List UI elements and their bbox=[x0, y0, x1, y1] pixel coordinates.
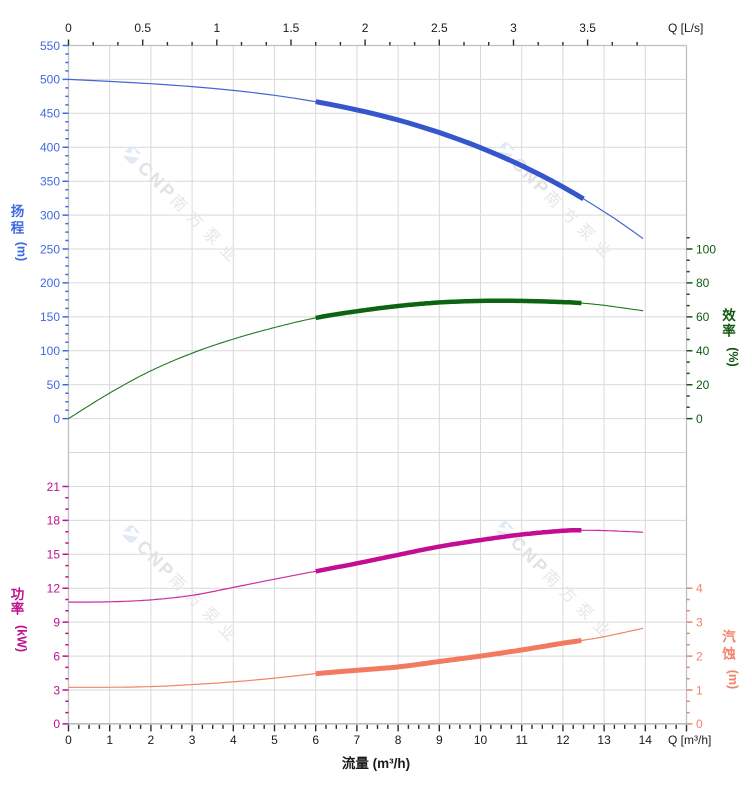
svg-text:11: 11 bbox=[515, 733, 528, 747]
svg-text:350: 350 bbox=[40, 175, 60, 189]
svg-text:2.5: 2.5 bbox=[431, 21, 448, 35]
svg-text:9: 9 bbox=[53, 615, 60, 629]
svg-text:4: 4 bbox=[230, 733, 237, 747]
svg-text:500: 500 bbox=[40, 73, 60, 87]
svg-text:1: 1 bbox=[106, 733, 113, 747]
svg-text:蚀: 蚀 bbox=[721, 646, 736, 662]
svg-text:6: 6 bbox=[312, 733, 319, 747]
svg-text:南方泵业: 南方泵业 bbox=[539, 566, 618, 645]
svg-text:21: 21 bbox=[47, 480, 61, 494]
svg-text:2: 2 bbox=[362, 21, 369, 35]
svg-text:0: 0 bbox=[696, 717, 703, 731]
svg-text:(m): (m) bbox=[15, 242, 29, 261]
svg-text:150: 150 bbox=[40, 310, 60, 324]
svg-text:13: 13 bbox=[597, 733, 611, 747]
svg-text:300: 300 bbox=[40, 208, 60, 222]
svg-text:5: 5 bbox=[271, 733, 278, 747]
svg-text:程: 程 bbox=[11, 221, 25, 236]
svg-text:2: 2 bbox=[696, 649, 703, 663]
svg-text:9: 9 bbox=[436, 733, 443, 747]
svg-text:效: 效 bbox=[722, 307, 736, 323]
svg-text:3: 3 bbox=[696, 615, 703, 629]
svg-text:550: 550 bbox=[40, 39, 60, 53]
svg-text:(kW): (kW) bbox=[15, 625, 29, 652]
svg-text:Q [L/s]: Q [L/s] bbox=[668, 21, 703, 35]
svg-text:14: 14 bbox=[639, 733, 653, 747]
svg-text:0: 0 bbox=[53, 717, 60, 731]
svg-text:8: 8 bbox=[395, 733, 402, 747]
svg-text:3: 3 bbox=[53, 683, 60, 697]
svg-text:12: 12 bbox=[556, 733, 570, 747]
svg-text:(%): (%) bbox=[726, 347, 740, 366]
svg-text:率: 率 bbox=[11, 601, 25, 617]
svg-text:12: 12 bbox=[47, 582, 61, 596]
svg-text:450: 450 bbox=[40, 107, 60, 121]
svg-text:4: 4 bbox=[696, 582, 703, 596]
svg-text:1: 1 bbox=[213, 21, 220, 35]
svg-text:1.5: 1.5 bbox=[283, 21, 300, 35]
svg-text:50: 50 bbox=[47, 378, 61, 392]
svg-text:100: 100 bbox=[696, 242, 716, 256]
svg-text:1: 1 bbox=[696, 683, 703, 697]
svg-text:200: 200 bbox=[40, 276, 60, 290]
svg-text:南方泵业: 南方泵业 bbox=[165, 570, 244, 649]
svg-text:0: 0 bbox=[65, 733, 72, 747]
svg-text:率: 率 bbox=[722, 323, 736, 339]
svg-text:0: 0 bbox=[53, 412, 60, 426]
svg-text:扬: 扬 bbox=[11, 203, 25, 219]
svg-text:(m): (m) bbox=[726, 670, 740, 689]
svg-text:100: 100 bbox=[40, 344, 60, 358]
svg-text:汽: 汽 bbox=[722, 629, 736, 645]
svg-text:20: 20 bbox=[696, 378, 710, 392]
svg-text:400: 400 bbox=[40, 141, 60, 155]
svg-text:3: 3 bbox=[510, 21, 517, 35]
svg-text:3.5: 3.5 bbox=[579, 21, 596, 35]
svg-text:0.5: 0.5 bbox=[134, 21, 151, 35]
svg-text:Q [m³/h]: Q [m³/h] bbox=[668, 733, 711, 747]
svg-text:15: 15 bbox=[47, 548, 61, 562]
svg-text:0: 0 bbox=[696, 412, 703, 426]
svg-text:18: 18 bbox=[47, 514, 61, 528]
svg-text:3: 3 bbox=[189, 733, 196, 747]
svg-text:10: 10 bbox=[474, 733, 488, 747]
svg-text:流量 (m³/h): 流量 (m³/h) bbox=[342, 755, 410, 771]
svg-text:0: 0 bbox=[65, 21, 72, 35]
svg-text:7: 7 bbox=[354, 733, 361, 747]
svg-text:60: 60 bbox=[696, 310, 710, 324]
svg-text:6: 6 bbox=[53, 649, 60, 663]
svg-text:250: 250 bbox=[40, 242, 60, 256]
svg-text:功: 功 bbox=[11, 587, 25, 602]
svg-text:80: 80 bbox=[696, 276, 710, 290]
svg-text:2: 2 bbox=[148, 733, 155, 747]
svg-text:40: 40 bbox=[696, 344, 710, 358]
